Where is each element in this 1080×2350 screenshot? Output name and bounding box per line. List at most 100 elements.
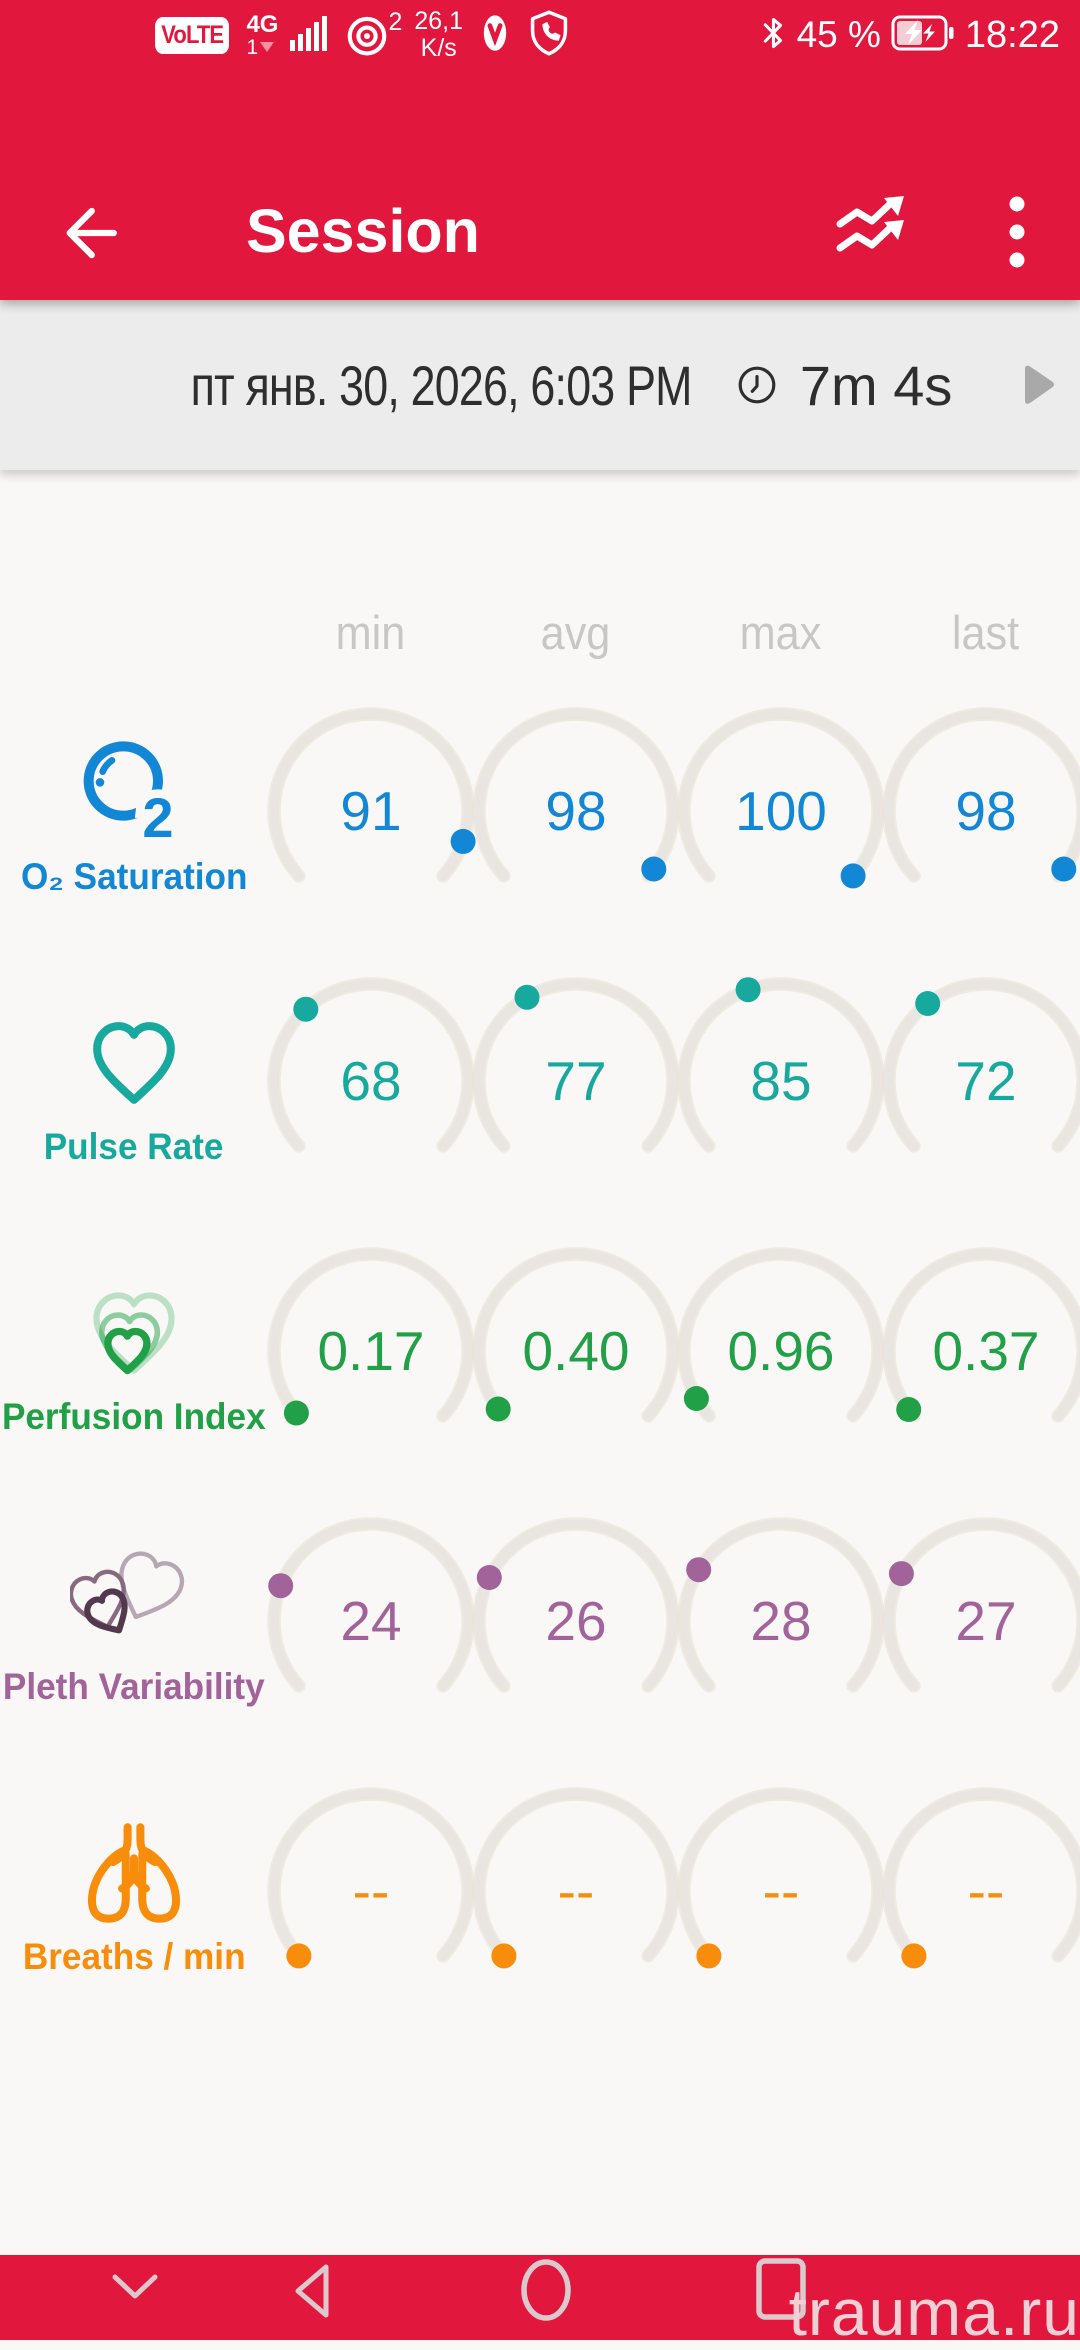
gauge-dot	[286, 1943, 311, 1968]
nav-back-button[interactable]	[290, 2261, 334, 2326]
data-direction-icon	[260, 42, 274, 52]
metric-label-cell: Breaths / min	[0, 1756, 268, 2026]
metric-label: Breaths / min	[23, 1936, 246, 1978]
gauge: --	[661, 1771, 901, 2011]
gauge-value: 0.17	[317, 1320, 424, 1382]
metric-label-cell: Perfusion Index	[0, 1216, 268, 1486]
session-duration: 7m 4s	[800, 353, 953, 418]
column-header-avg: avg	[481, 605, 670, 660]
gauge-value: --	[762, 1860, 799, 1922]
gauge-cell-last: 27	[883, 1486, 1080, 1756]
nested-hearts-icon	[81, 1280, 187, 1386]
speed-unit: K/s	[421, 35, 457, 62]
overflow-menu-button[interactable]	[1002, 194, 1032, 270]
gauge-cell-max: 100	[678, 676, 883, 946]
gauge-dot	[283, 1401, 308, 1426]
gauge: 72	[866, 961, 1080, 1201]
gauge-dot	[485, 1397, 510, 1422]
metric-row: Perfusion Index 0.17 0.40 0.96 0.37	[0, 1216, 1080, 1486]
network-speed-indicator: 26,1 K/s	[414, 8, 463, 62]
volte-badge: VoLTE	[155, 17, 229, 54]
app-header: VoLTE 4G 1	[0, 0, 1080, 300]
gauge-cell-last: 98	[883, 676, 1080, 946]
gauge-dot	[1051, 857, 1076, 882]
gauge-value: 0.96	[727, 1320, 834, 1382]
gauge: 77	[456, 961, 696, 1201]
trends-chart-button[interactable]	[834, 196, 914, 268]
gauge: 0.96	[661, 1231, 901, 1471]
gauge-dot	[686, 1557, 711, 1582]
gauge-value: 77	[545, 1050, 606, 1112]
metric-label: O₂ Saturation	[21, 856, 248, 898]
gauge-value: 28	[750, 1590, 811, 1652]
gauge-value: 24	[340, 1590, 401, 1652]
gauge-value: 27	[955, 1590, 1016, 1652]
status-right-cluster: 45 % 18:22	[761, 14, 1060, 57]
gauge-dot	[896, 1397, 921, 1422]
column-header-max: max	[686, 605, 875, 660]
gauge-value: 91	[340, 780, 401, 842]
status-bar: VoLTE 4G 1	[0, 0, 1080, 70]
metric-label: Pulse Rate	[44, 1126, 224, 1168]
hide-navbar-chevron-button[interactable]	[107, 2271, 163, 2308]
gauge: 0.37	[866, 1231, 1080, 1471]
hotspot-icon: 2	[344, 12, 402, 58]
metric-label-cell: 2 O₂ Saturation	[0, 676, 268, 946]
vpn-shield-icon	[481, 11, 509, 60]
speed-value: 26,1	[414, 8, 463, 35]
gauge: 98	[866, 691, 1080, 931]
metric-label: Pleth Variability	[3, 1666, 265, 1708]
metric-label-cell: Pulse Rate	[0, 946, 268, 1216]
gauge-value: --	[352, 1860, 389, 1922]
gauge-cell-max: --	[678, 1756, 883, 2026]
gauge-cell-avg: 77	[473, 946, 678, 1216]
gauge: 24	[251, 1501, 491, 1741]
gauge-cell-max: 85	[678, 946, 883, 1216]
gauge-cell-min: --	[268, 1756, 473, 2026]
gauge-cell-min: 0.17	[268, 1216, 473, 1486]
call-protection-shield-icon	[529, 10, 569, 61]
gauge-cell-max: 28	[678, 1486, 883, 1756]
gauge-dot	[293, 997, 318, 1022]
gauge-value: 85	[750, 1050, 811, 1112]
session-datetime: пт янв. 30, 2026, 6:03 PM	[190, 353, 691, 418]
gauge-value: --	[967, 1860, 1004, 1922]
hotspot-device-count: 2	[388, 8, 402, 37]
metric-row: Breaths / min -- -- -- --	[0, 1756, 1080, 2026]
gauge-value: 100	[735, 780, 827, 842]
gauge-cell-min: 68	[268, 946, 473, 1216]
bluetooth-icon	[761, 14, 787, 57]
gauge-dot	[888, 1561, 913, 1586]
back-button[interactable]	[56, 200, 122, 266]
metric-rows: 2 O₂ Saturation 91 98 100 98 Pulse Rate	[0, 676, 1080, 2026]
gauge: 0.40	[456, 1231, 696, 1471]
metric-label: Perfusion Index	[2, 1396, 266, 1438]
gauge: 28	[661, 1501, 901, 1741]
page-title: Session	[246, 196, 480, 266]
battery-charging-icon	[891, 15, 955, 56]
svg-text:2: 2	[142, 786, 173, 849]
nav-home-button[interactable]	[518, 2256, 574, 2329]
heart-icon	[82, 1011, 186, 1115]
column-header-min: min	[276, 605, 465, 660]
gauge-cell-last: 0.37	[883, 1216, 1080, 1486]
session-info-bar[interactable]: пт янв. 30, 2026, 6:03 PM 7m 4s	[0, 300, 1080, 470]
gauge-dot	[915, 991, 940, 1016]
o2-bubble-icon: 2	[74, 733, 194, 853]
signal-bars-icon	[290, 15, 332, 56]
battery-percent: 45 %	[797, 14, 881, 56]
sim-indicator: 1	[246, 37, 278, 58]
gauge-cell-avg: 0.40	[473, 1216, 678, 1486]
gauge-value: 98	[545, 780, 606, 842]
gauge: 68	[251, 961, 491, 1201]
gauge: 0.17	[251, 1231, 491, 1471]
play-session-button[interactable]	[1018, 362, 1058, 413]
network-type-label: 4G	[246, 13, 278, 37]
gauge-value: 0.37	[932, 1320, 1039, 1382]
metric-label-cell: Pleth Variability	[0, 1486, 268, 1756]
gauge-dot	[840, 863, 865, 888]
gauge-value: 0.40	[522, 1320, 629, 1382]
gauge: 85	[661, 961, 901, 1201]
gauge-value: --	[557, 1860, 594, 1922]
